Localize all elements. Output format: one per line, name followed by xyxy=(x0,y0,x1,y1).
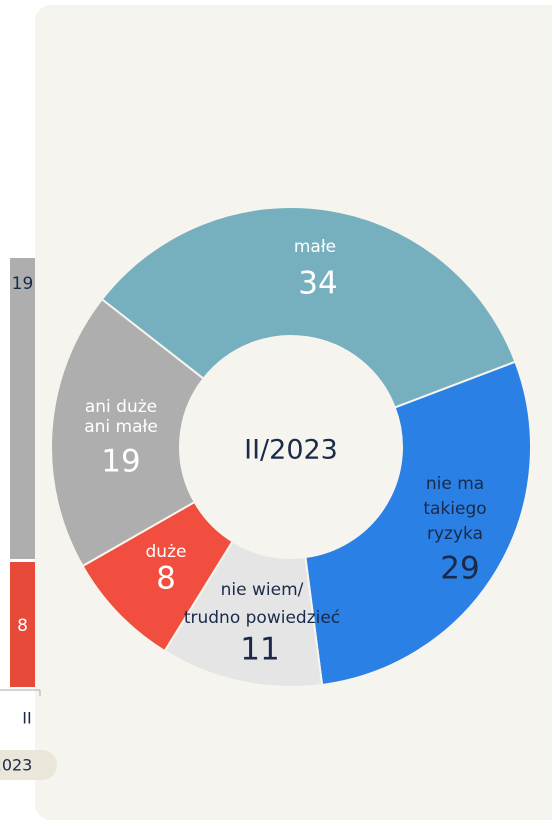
slice-label: małe xyxy=(294,237,336,257)
slice-value: 8 xyxy=(156,561,176,597)
donut-slice xyxy=(100,206,517,409)
group-pill xyxy=(0,750,57,780)
slice-value: 11 xyxy=(240,632,279,668)
slice-label: takiego xyxy=(423,499,486,519)
donut-slice xyxy=(304,360,532,687)
bar-value: 8 xyxy=(17,616,28,636)
slice-label: ani duże xyxy=(85,397,157,417)
slice-label: nie ma xyxy=(426,474,484,494)
bar-segment xyxy=(10,258,35,559)
bar-value: 19 xyxy=(12,274,34,294)
slice-label: trudno powiedzieć xyxy=(184,608,340,628)
x-tick-label: II xyxy=(22,709,31,728)
donut-slice xyxy=(50,297,205,568)
center-label: II/2023 xyxy=(244,435,338,466)
group-label: 2023 xyxy=(0,756,32,775)
slice-label: ani małe xyxy=(84,417,158,437)
slice-label: nie wiem/ xyxy=(221,580,304,600)
slice-value: 34 xyxy=(298,266,337,302)
slice-value: 29 xyxy=(440,551,479,587)
slice-label: duże xyxy=(146,542,187,562)
slice-label: ryzyka xyxy=(427,524,483,544)
bar-segment xyxy=(10,562,35,687)
slice-value: 19 xyxy=(101,444,140,480)
